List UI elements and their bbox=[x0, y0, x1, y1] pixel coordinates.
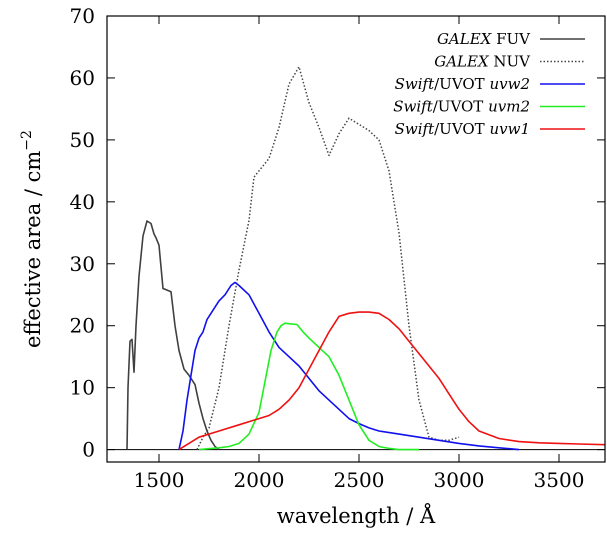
y-tick-label: 20 bbox=[70, 314, 95, 338]
y-tick-label: 70 bbox=[70, 4, 95, 28]
y-tick-label: 0 bbox=[82, 438, 95, 462]
x-axis-label: wavelength / Å bbox=[277, 503, 436, 528]
y-tick-label: 10 bbox=[70, 376, 95, 400]
x-tick-label: 3000 bbox=[434, 468, 485, 492]
legend-label-italic: Swift bbox=[395, 120, 435, 138]
x-tick-label: 1500 bbox=[134, 468, 185, 492]
legend-label-italic: Swift bbox=[393, 98, 433, 116]
legend-label-filter: uvm2 bbox=[488, 98, 530, 116]
legend-label-text: /UVOT bbox=[434, 120, 489, 138]
legend-label-filter: uvw1 bbox=[489, 120, 530, 138]
x-tick-label: 2000 bbox=[234, 468, 285, 492]
legend-label-italic: GALEX bbox=[437, 30, 493, 48]
legend-label-text: FUV bbox=[491, 30, 531, 48]
y-axis-label-exponent: −2 bbox=[19, 130, 35, 151]
x-tick-label: 2500 bbox=[334, 468, 385, 492]
legend-label-italic: GALEX bbox=[434, 53, 490, 71]
legend-label-4: Swift/UVOT uvm2 bbox=[393, 98, 530, 116]
legend-label-filter: uvw2 bbox=[489, 75, 530, 93]
legend-label-5: Swift/UVOT uvw1 bbox=[395, 120, 530, 138]
series-line-2 bbox=[196, 66, 460, 450]
series-line-5 bbox=[178, 311, 606, 451]
axis-ticks: 1500 2000 2500 3000 3500 0 10 20 30 40 50 60 70 bbox=[70, 4, 605, 492]
y-axis-label-main: effective area / cm bbox=[21, 151, 45, 348]
y-tick-label: 40 bbox=[70, 190, 95, 214]
plot-series bbox=[126, 66, 606, 451]
series-line-4 bbox=[198, 322, 419, 451]
y-tick-label: 50 bbox=[70, 128, 95, 152]
legend-label-1: GALEX FUV bbox=[437, 30, 531, 48]
series-line-1 bbox=[126, 220, 220, 451]
y-tick-label: 60 bbox=[70, 66, 95, 90]
legend-label-text: /UVOT bbox=[433, 98, 488, 116]
legend-label-text: NUV bbox=[489, 53, 532, 71]
legend-label-3: Swift/UVOT uvw2 bbox=[395, 75, 530, 93]
legend-label-2: GALEX NUV bbox=[434, 53, 531, 71]
x-tick-label: 3500 bbox=[534, 468, 585, 492]
plot-frame bbox=[106, 15, 606, 463]
legend-label-text: /UVOT bbox=[434, 75, 489, 93]
y-tick-label: 30 bbox=[70, 252, 95, 276]
legend-label-italic: Swift bbox=[395, 75, 435, 93]
y-axis-label: effective area / cm−2 bbox=[19, 130, 45, 348]
